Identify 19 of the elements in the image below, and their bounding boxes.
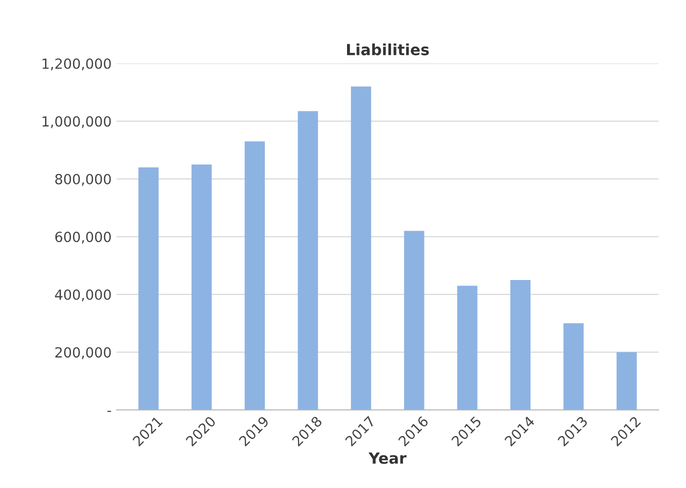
bar bbox=[192, 164, 212, 410]
bar bbox=[138, 167, 159, 410]
bar bbox=[457, 286, 478, 410]
x-axis-title: Year bbox=[368, 452, 406, 464]
y-tick-label: 1,200,000 bbox=[42, 58, 111, 70]
y-tick-label: 800,000 bbox=[55, 174, 111, 186]
y-tick-label: 1,000,000 bbox=[42, 116, 111, 128]
y-tick-label: 400,000 bbox=[55, 289, 111, 302]
bar bbox=[510, 280, 531, 410]
bar bbox=[298, 111, 318, 410]
y-tick-label: 200,000 bbox=[55, 347, 111, 360]
bar bbox=[404, 230, 424, 410]
bar bbox=[563, 323, 584, 410]
y-tick-label: - bbox=[107, 410, 112, 412]
bar bbox=[616, 352, 637, 410]
bar bbox=[350, 86, 372, 410]
chart-title: Liabilities bbox=[347, 44, 429, 56]
bar bbox=[244, 141, 265, 410]
y-tick-label: 600,000 bbox=[55, 232, 111, 244]
